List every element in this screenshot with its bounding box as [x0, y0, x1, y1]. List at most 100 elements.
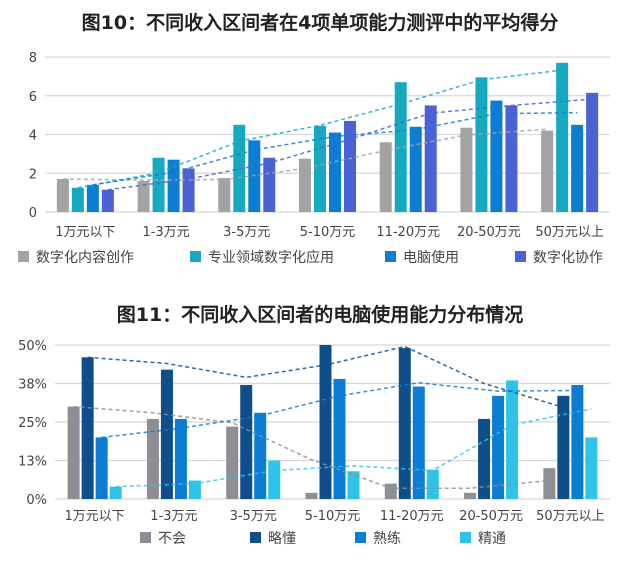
x-tick-label: 20-50万元 [459, 509, 523, 524]
legend-swatch-略懂 [250, 532, 261, 543]
bar-精通-3-5万元 [268, 460, 281, 499]
x-tick-label: 3-5万元 [223, 225, 270, 240]
bar-熟练-11-20万元 [412, 386, 425, 499]
legend-label: 不会 [158, 531, 186, 547]
bar-熟练-3-5万元 [254, 412, 267, 499]
y-tick-label: 4 [29, 129, 37, 144]
x-tick-label: 1万元以下 [55, 225, 115, 240]
legend-label: 数字化协作 [533, 250, 603, 266]
bar-熟练-1-3万元 [174, 418, 187, 499]
chart-2-title: 图11：不同收入区间者的电脑使用能力分布情况 [116, 304, 524, 326]
trendline-略懂 [87, 345, 564, 409]
x-tick-label: 3-5万元 [230, 509, 277, 524]
bar-专业领域数字化应用-1万元以下 [71, 187, 84, 212]
legend-swatch-精通 [460, 532, 471, 543]
bar-专业领域数字化应用-11-20万元 [394, 82, 407, 212]
y-tick-label: 50% [18, 339, 47, 354]
bar-不会-50万元以上 [543, 468, 556, 499]
bar-数字化协作-1万元以下 [101, 189, 114, 212]
bar-数字化协作-1-3万元 [182, 168, 195, 212]
y-tick-label: 13% [18, 455, 47, 470]
legend-label: 精通 [478, 531, 506, 547]
legend-swatch-熟练 [355, 532, 366, 543]
bar-电脑使用-50万元以上 [571, 124, 584, 212]
bar-专业领域数字化应用-50万元以上 [556, 62, 569, 212]
x-tick-label: 20-50万元 [457, 225, 521, 240]
legend-swatch-专业领域数字化应用 [190, 251, 201, 262]
bar-数字化内容创作-5-10万元 [299, 158, 311, 212]
bar-略懂-5-10万元 [319, 345, 332, 499]
bar-不会-20-50万元 [464, 492, 477, 499]
bar-熟练-5-10万元 [333, 378, 346, 499]
bar-不会-11-20万元 [384, 483, 397, 499]
trendline-数字化协作 [107, 98, 593, 191]
x-tick-label: 5-10万元 [305, 509, 361, 524]
legend-swatch-数字化内容创作 [18, 251, 29, 262]
bar-数字化内容创作-20-50万元 [460, 127, 473, 212]
bar-熟练-1万元以下 [95, 437, 108, 499]
legend-label: 电脑使用 [403, 249, 459, 266]
trendline-电脑使用 [92, 111, 578, 186]
bar-不会-5-10万元 [305, 492, 318, 499]
y-tick-label: 38% [18, 378, 47, 393]
x-tick-label: 50万元以上 [536, 509, 605, 524]
trendline-熟练 [101, 381, 578, 439]
bar-专业领域数字化应用-1-3万元 [152, 157, 165, 212]
bar-熟练-50万元以上 [571, 385, 584, 499]
bar-不会-1-3万元 [146, 418, 159, 499]
bar-数字化协作-20-50万元 [505, 105, 518, 212]
y-tick-label: 2 [29, 167, 37, 182]
legend-label: 专业领域数字化应用 [208, 249, 334, 266]
bar-略懂-50万元以上 [557, 395, 570, 499]
bar-不会-1万元以下 [67, 406, 80, 499]
y-tick-label: 25% [18, 416, 47, 431]
y-tick-label: 8 [29, 51, 37, 66]
bar-精通-20-50万元 [506, 380, 519, 499]
chart-2: 0% 13% 25% 38% 50% 1万元以下 1-3万元 3-5万元 5-10万元 11-20… [18, 339, 610, 547]
y-tick-label: 0% [26, 493, 47, 508]
bar-熟练-20-50万元 [492, 395, 505, 499]
legend-swatch-数字化协作 [515, 251, 526, 262]
x-tick-label: 11-20万元 [376, 225, 440, 240]
bar-数字化协作-50万元以上 [586, 92, 599, 212]
bar-精通-1万元以下 [109, 486, 122, 499]
bar-专业领域数字化应用-20-50万元 [475, 77, 488, 212]
bar-电脑使用-1万元以下 [86, 184, 99, 212]
bar-数字化内容创作-1-3万元 [137, 181, 150, 212]
bar-电脑使用-11-20万元 [409, 126, 422, 212]
chart-1-title: 图10：不同收入区间者在4项单项能力测评中的平均得分 [81, 12, 559, 34]
bar-略懂-1万元以下 [81, 357, 94, 499]
x-tick-label: 1-3万元 [142, 225, 189, 240]
x-tick-label: 50万元以上 [535, 225, 604, 240]
bar-数字化内容创作-3-5万元 [218, 178, 231, 212]
bar-精通-11-20万元 [426, 469, 439, 499]
bar-电脑使用-5-10万元 [329, 132, 341, 212]
bar-精通-50万元以上 [585, 437, 598, 499]
bar-略懂-11-20万元 [398, 348, 411, 499]
bar-数字化协作-11-20万元 [424, 105, 437, 212]
legend-label: 熟练 [373, 531, 401, 547]
bar-略懂-1-3万元 [160, 369, 173, 499]
legend-swatch-电脑使用 [385, 251, 396, 262]
legend-label: 略懂 [268, 531, 296, 547]
bar-数字化协作-5-10万元 [344, 120, 356, 212]
x-tick-label: 1万元以下 [65, 509, 125, 524]
x-tick-label: 1-3万元 [150, 509, 197, 524]
bar-数字化内容创作-11-20万元 [379, 142, 392, 212]
bar-数字化协作-3-5万元 [263, 157, 276, 212]
x-tick-label: 11-20万元 [380, 509, 444, 524]
bar-数字化内容创作-50万元以上 [541, 130, 554, 212]
bar-精通-5-10万元 [347, 471, 360, 499]
bar-电脑使用-20-50万元 [490, 100, 503, 212]
bar-电脑使用-1-3万元 [167, 159, 180, 212]
trendline-精通 [115, 408, 592, 488]
trendline-数字化内容创作 [62, 128, 548, 181]
bar-精通-1-3万元 [188, 480, 201, 499]
bar-数字化内容创作-1万元以下 [56, 179, 69, 212]
y-tick-label: 6 [29, 90, 37, 105]
bar-略懂-3-5万元 [240, 385, 253, 499]
trendline-不会 [73, 405, 550, 489]
chart-1: 0 2 4 6 8 1万元以下 1-3万元 3-5万元 5-10万元 11-20万元 20-50万元… [18, 51, 610, 266]
y-tick-label: 0 [29, 206, 37, 221]
